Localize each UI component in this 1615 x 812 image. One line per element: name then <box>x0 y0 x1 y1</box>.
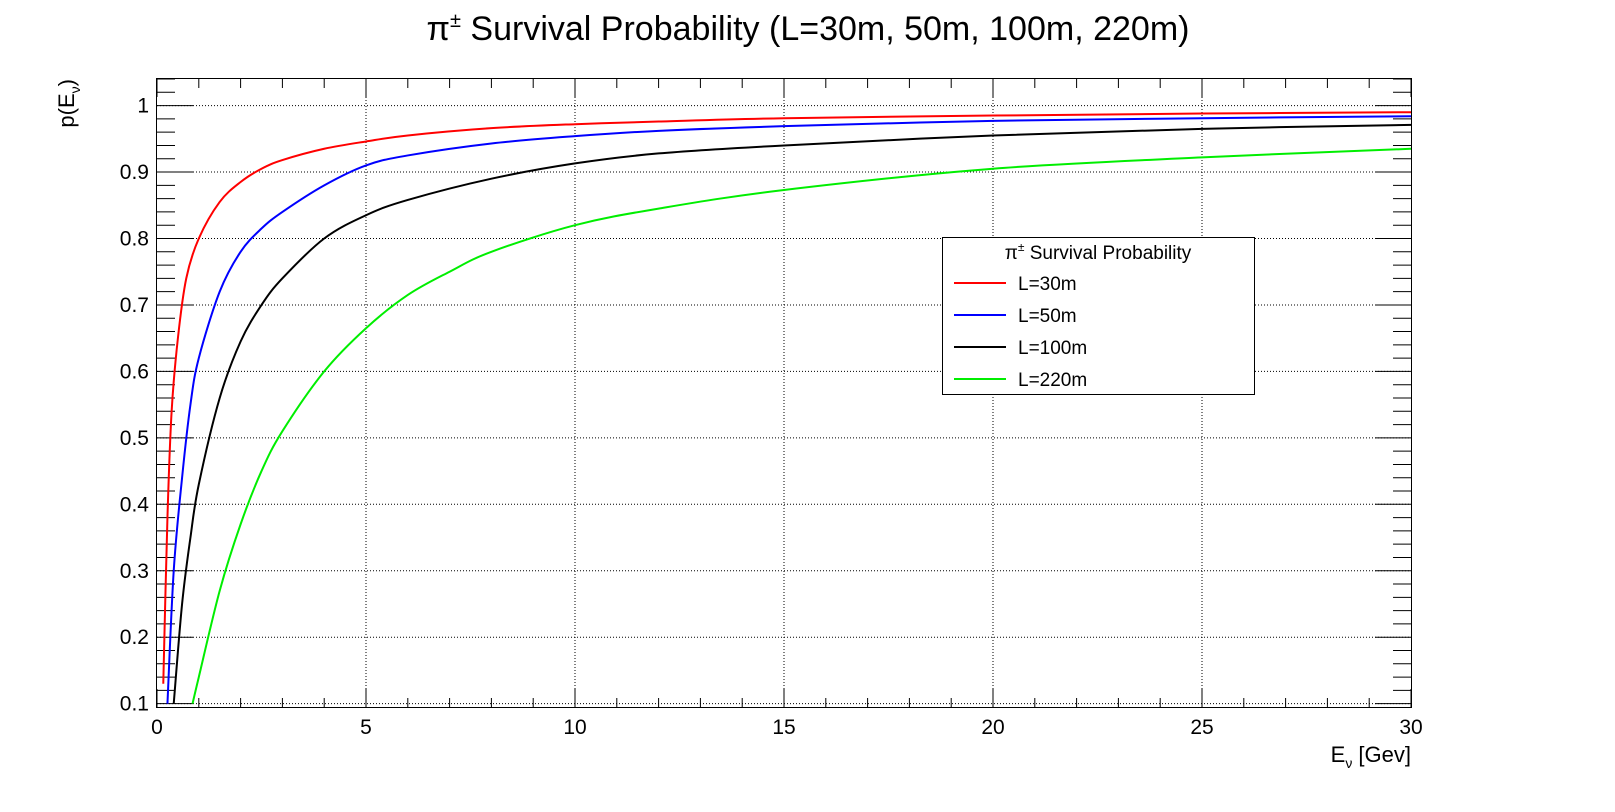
x-tick-label: 25 <box>1190 716 1213 739</box>
x-tick-label: 30 <box>1399 716 1422 739</box>
plot-area: 0 5 10 15 20 25 30 0.1 0.2 0.3 0.4 0.5 0.6 0.7 0.8 0.9… <box>120 78 1423 739</box>
y-tick-label: 0.8 <box>120 227 149 250</box>
x-tick-labels: 0 5 10 15 20 25 30 <box>151 716 1423 739</box>
legend-label: L=220m <box>1018 370 1087 391</box>
series-line-2 <box>166 115 1412 704</box>
legend-label: L=30m <box>1018 274 1077 295</box>
legend-label: L=50m <box>1018 306 1077 327</box>
x-tick-label: 10 <box>563 716 586 739</box>
y-tick-label: 0.5 <box>120 427 149 450</box>
y-axis-label-main: p(E <box>54 93 79 127</box>
y-axis-label-sub: ν <box>67 86 83 93</box>
y-tick-labels: 0.1 0.2 0.3 0.4 0.5 0.6 0.7 0.8 0.9 1 <box>120 95 150 716</box>
x-axis-label-sub: ν <box>1345 755 1352 771</box>
x-axis-label-rest: [Gev] <box>1352 742 1411 767</box>
legend-title: π± Survival Probability <box>1005 240 1192 264</box>
y-tick-label: 0.6 <box>120 360 149 383</box>
series-lines <box>162 111 1412 704</box>
series-line-3 <box>172 123 1412 704</box>
x-tick-label: 20 <box>981 716 1004 739</box>
x-axis-label: Eν [Gev] <box>1331 742 1411 771</box>
y-tick-label: 0.2 <box>120 626 149 649</box>
title-greek: π <box>427 10 450 48</box>
legend: π± Survival Probability L=30m L=50m L=100m… <box>942 237 1255 395</box>
y-tick-label: 0.7 <box>120 294 149 317</box>
y-tick-label: 0.9 <box>120 161 149 184</box>
series-line-1 <box>162 111 1412 684</box>
legend-title-greek: π <box>1005 243 1018 264</box>
y-tick-label: 0.1 <box>120 693 149 716</box>
legend-title-sup: ± <box>1018 240 1025 254</box>
legend-label: L=100m <box>1018 338 1087 359</box>
y-tick-label: 0.4 <box>120 493 150 516</box>
chart-title: π± Survival Probability (L=30m, 50m, 100… <box>427 10 1190 48</box>
x-tick-label: 15 <box>772 716 795 739</box>
x-axis-label-main: E <box>1331 742 1346 767</box>
plot-frame-top <box>156 78 1412 708</box>
legend-box <box>942 237 1255 395</box>
x-tick-label: 0 <box>151 716 163 739</box>
title-rest: Survival Probability (L=30m, 50m, 100m, … <box>461 10 1189 48</box>
series-line-4 <box>191 147 1412 704</box>
y-axis-label: p(Eν) <box>54 79 83 128</box>
y-tick-label: 0.3 <box>120 560 149 583</box>
y-tick-label: 1 <box>137 95 149 118</box>
y-axis-label-close: ) <box>54 79 79 86</box>
title-sup: ± <box>450 10 461 32</box>
legend-title-rest: Survival Probability <box>1024 243 1191 264</box>
legend-items: L=30m L=50m L=100m L=220m <box>954 274 1087 391</box>
x-tick-label: 5 <box>360 716 372 739</box>
